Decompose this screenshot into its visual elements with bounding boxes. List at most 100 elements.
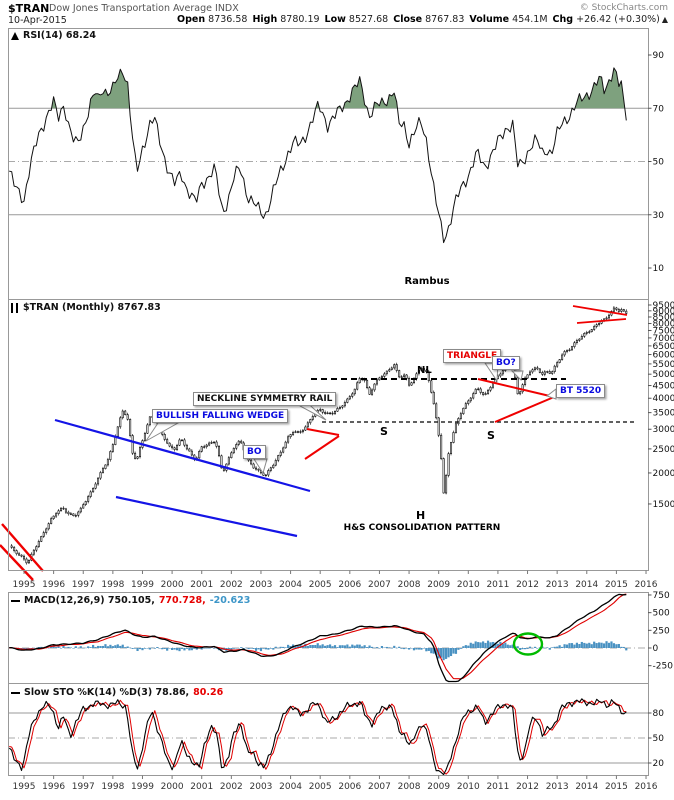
- callout-bo-question: BO?: [492, 356, 520, 370]
- svg-text:2001: 2001: [190, 580, 213, 590]
- macd-histogram-value: -20.623: [209, 595, 251, 606]
- svg-text:1998: 1998: [101, 782, 124, 792]
- callout-bt-5520: BT 5520: [556, 384, 606, 398]
- svg-text:2016: 2016: [635, 782, 658, 792]
- svg-text:2013: 2013: [546, 782, 569, 792]
- svg-text:2002: 2002: [220, 782, 243, 792]
- callout-tail: [510, 370, 524, 381]
- svg-text:1995: 1995: [13, 782, 36, 792]
- svg-text:8000: 8000: [653, 320, 674, 330]
- sto-d-value: 80.26: [193, 687, 224, 698]
- svg-text:2005: 2005: [309, 782, 332, 792]
- svg-text:1997: 1997: [72, 782, 95, 792]
- svg-text:2006: 2006: [338, 580, 361, 590]
- svg-text:2004: 2004: [279, 580, 302, 590]
- trendline: [572, 305, 628, 316]
- svg-text:6500: 6500: [653, 342, 674, 352]
- svg-text:2009: 2009: [427, 782, 450, 792]
- svg-text:20: 20: [653, 759, 665, 769]
- trendline: [304, 435, 340, 460]
- svg-text:-250: -250: [653, 662, 674, 672]
- svg-text:70: 70: [653, 104, 665, 114]
- svg-text:10: 10: [653, 264, 665, 274]
- quote-value: 8527.68: [345, 14, 389, 25]
- svg-text:4500: 4500: [653, 382, 674, 392]
- trendline: [306, 428, 340, 436]
- quote-value: +26.42 (+0.30%): [573, 14, 660, 25]
- svg-text:2012: 2012: [516, 782, 539, 792]
- svg-text:90: 90: [653, 51, 665, 61]
- svg-text:2015: 2015: [605, 580, 628, 590]
- svg-text:1999: 1999: [131, 580, 154, 590]
- svg-text:2014: 2014: [575, 782, 598, 792]
- svg-text:0: 0: [653, 644, 659, 654]
- area-chart-icon: [11, 31, 19, 40]
- macd-panel-label: MACD(12,26,9) 750.105, 770.728, -20.623: [11, 595, 250, 606]
- trendline: [576, 318, 627, 324]
- callout-bo: BO: [243, 445, 266, 459]
- svg-text:50: 50: [653, 734, 665, 744]
- svg-text:2001: 2001: [190, 782, 213, 792]
- sto-panel: [8, 683, 649, 776]
- trendline: [494, 396, 555, 423]
- svg-text:2000: 2000: [161, 782, 184, 792]
- callout-tail: [253, 458, 268, 475]
- quote-label: Volume: [469, 14, 510, 25]
- svg-text:50: 50: [653, 158, 665, 168]
- sto-panel-label: Slow STO %K(14) %D(3) 78.86, 80.26: [11, 687, 223, 698]
- annotation-hs-pattern: H&S CONSOLIDATION PATTERN: [343, 523, 501, 533]
- quote-label: High: [252, 14, 278, 25]
- trendline: [115, 495, 298, 538]
- price-label-text: $TRAN (Monthly) 8767.83: [23, 302, 161, 313]
- annotation-nl: NL: [417, 365, 432, 376]
- svg-text:2016: 2016: [635, 580, 658, 590]
- line-icon: [11, 599, 20, 602]
- annotation-h: H: [416, 509, 426, 522]
- price-panel-label: $TRAN (Monthly) 8767.83: [11, 302, 161, 313]
- macd-label-text: MACD(12,26,9) 750.105,: [24, 595, 155, 606]
- svg-text:1500: 1500: [653, 500, 674, 510]
- svg-text:30: 30: [653, 211, 665, 221]
- svg-text:2015: 2015: [605, 782, 628, 792]
- svg-text:4000: 4000: [653, 394, 674, 404]
- svg-text:2013: 2013: [546, 580, 569, 590]
- svg-text:250: 250: [653, 626, 670, 636]
- svg-text:3000: 3000: [653, 425, 674, 435]
- candlestick-icon: [11, 302, 19, 313]
- svg-text:2010: 2010: [457, 782, 480, 792]
- svg-text:5500: 5500: [653, 360, 674, 370]
- line-icon: [11, 691, 20, 694]
- callout-triangle: TRIANGLE: [443, 349, 502, 363]
- svg-text:1998: 1998: [101, 580, 124, 590]
- svg-text:2000: 2000: [653, 469, 674, 479]
- trendline: [477, 378, 555, 398]
- quote-date: 10-Apr-2015: [8, 15, 67, 26]
- svg-text:7500: 7500: [653, 326, 674, 336]
- quote-label: Close: [393, 14, 423, 25]
- quote-label: Chg: [552, 14, 574, 25]
- svg-text:1995: 1995: [13, 580, 36, 590]
- symbol-name: Dow Jones Transportation Average INDX: [49, 3, 239, 14]
- svg-text:80: 80: [653, 709, 665, 719]
- annotation-s-left: S: [380, 425, 388, 438]
- rsi-panel-label: RSI(14) 68.24: [11, 30, 96, 41]
- svg-text:2005: 2005: [309, 580, 332, 590]
- svg-text:2004: 2004: [279, 782, 302, 792]
- trendline: [54, 418, 311, 493]
- svg-text:750: 750: [653, 591, 670, 601]
- svg-text:8500: 8500: [653, 313, 674, 323]
- svg-text:9000: 9000: [653, 307, 674, 317]
- svg-text:2500: 2500: [653, 445, 674, 455]
- svg-text:2007: 2007: [368, 782, 391, 792]
- svg-text:2000: 2000: [161, 580, 184, 590]
- svg-text:7000: 7000: [653, 334, 674, 344]
- svg-text:2003: 2003: [250, 782, 273, 792]
- svg-text:3500: 3500: [653, 409, 674, 419]
- macd-signal-value: 770.728,: [158, 595, 206, 606]
- svg-text:2011: 2011: [486, 580, 509, 590]
- quote-row: Open 8736.58 High 8780.19 Low 8527.68 Close…: [172, 14, 668, 25]
- svg-text:1997: 1997: [72, 580, 95, 590]
- svg-text:6000: 6000: [653, 351, 674, 361]
- symbol: $TRAN: [8, 2, 50, 15]
